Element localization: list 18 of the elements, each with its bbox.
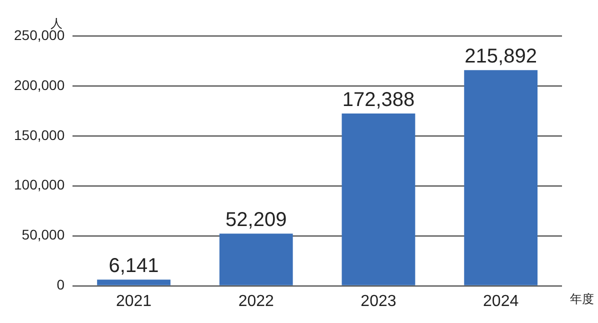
data-label: 172,388 [342,89,415,112]
bar [464,70,538,286]
y-tick-label: 150,000 [14,126,65,143]
x-tick-label: 2022 [238,292,274,310]
y-tick-label: 200,000 [14,76,65,93]
x-tick-label: 2023 [360,292,396,310]
data-label: 215,892 [464,46,537,68]
bar [219,234,293,286]
y-tick-label: 50,000 [22,226,65,243]
data-label: 6,141 [108,255,159,278]
x-tick-label: 2021 [116,292,152,310]
y-tick-label: 0 [56,276,65,293]
x-axis-title: 年度 [570,292,594,306]
bar [97,280,170,286]
x-tick-label: 2024 [483,292,519,310]
bar [342,114,416,286]
y-tick-label: 100,000 [14,176,65,193]
data-label: 52,209 [226,209,287,232]
